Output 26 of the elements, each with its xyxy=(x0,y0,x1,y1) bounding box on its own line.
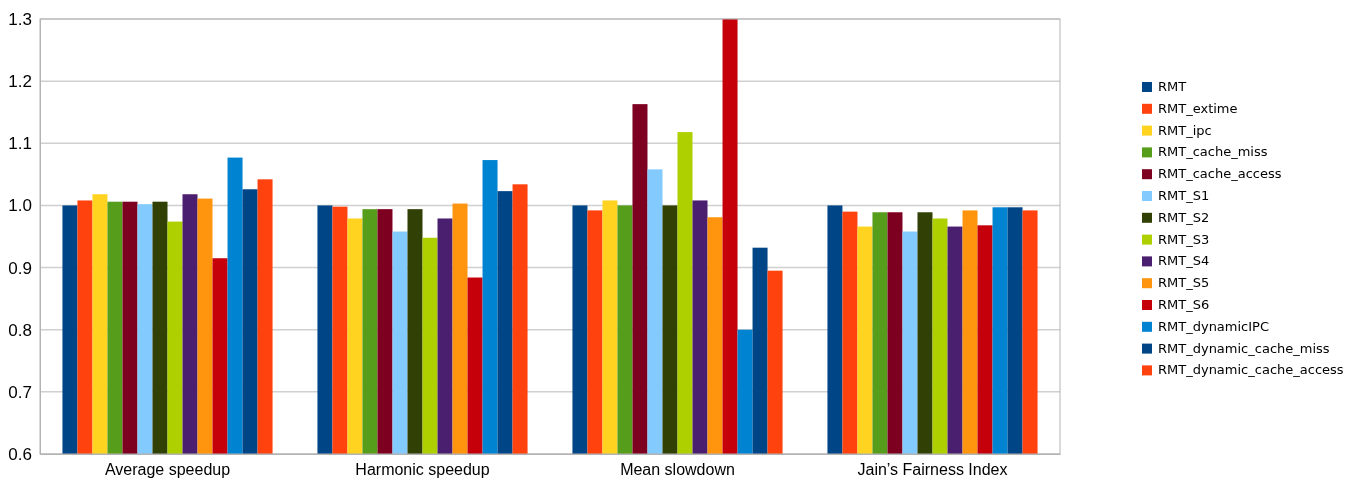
legend-label: RMT_dynamicIPC xyxy=(1158,318,1270,334)
legend-label: RMT_extime xyxy=(1158,100,1238,116)
x-tick-label: Average speedup xyxy=(104,461,231,479)
legend-label: RMT_S1 xyxy=(1158,188,1210,203)
legend-label: RMT_cache_miss xyxy=(1158,144,1268,160)
x-tick-label: Mean slowdown xyxy=(620,461,735,479)
y-tick-label: 0.8 xyxy=(8,320,32,340)
legend-label: RMT_S5 xyxy=(1158,275,1210,291)
legend-label: RMT_dynamic_cache_access xyxy=(1158,362,1344,378)
y-tick-label: 1.3 xyxy=(8,9,32,29)
legend-label: RMT_S4 xyxy=(1158,253,1210,269)
y-tick-label: 0.6 xyxy=(8,444,32,464)
y-tick-label: 1.2 xyxy=(8,72,32,92)
y-tick-label: 0.7 xyxy=(8,382,32,402)
legend-label: RMT_S2 xyxy=(1158,209,1210,225)
legend-label: RMT_S3 xyxy=(1158,231,1210,247)
y-tick-label: 1.1 xyxy=(8,134,32,154)
y-tick-label: 1.0 xyxy=(8,196,32,216)
x-tick-label: Jain’s Fairness Index xyxy=(857,461,1008,479)
legend-label: RMT_ipc xyxy=(1158,122,1212,138)
y-tick-label: 0.9 xyxy=(8,258,32,278)
legend-label: RMT xyxy=(1158,79,1187,94)
legend-label: RMT_dynamic_cache_miss xyxy=(1158,340,1330,356)
x-tick-label: Harmonic speedup xyxy=(355,461,490,479)
legend-label: RMT_S6 xyxy=(1158,297,1210,312)
legend-label: RMT_cache_access xyxy=(1158,166,1282,182)
